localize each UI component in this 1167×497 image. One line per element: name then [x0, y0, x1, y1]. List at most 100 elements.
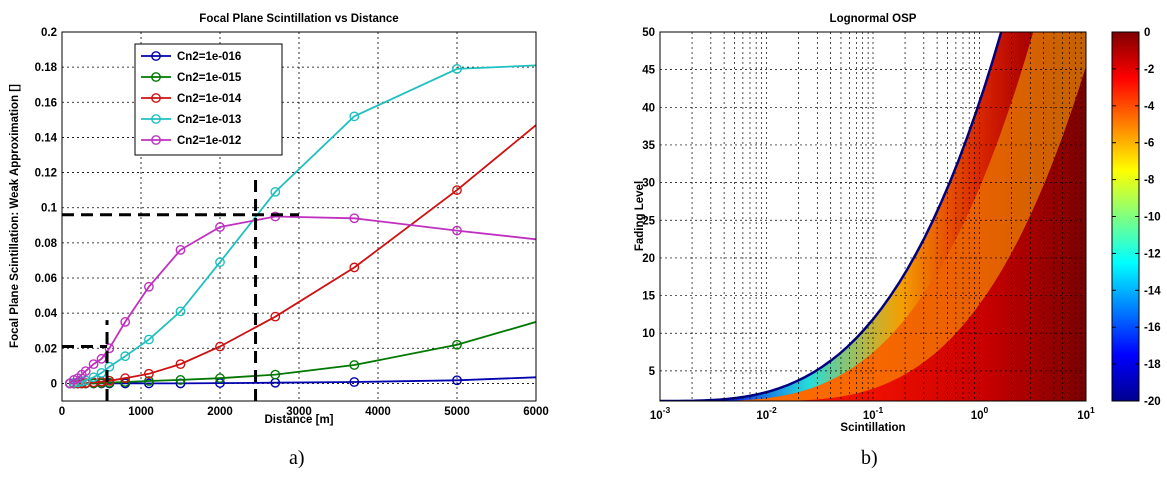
left-x-tick-label: 5000 [444, 406, 470, 418]
right-y-tick-label: 15 [642, 291, 655, 303]
left-x-tick-label: 4000 [365, 406, 391, 418]
series-marker [175, 375, 186, 385]
right-y-tick-label: 10 [642, 328, 655, 340]
right-y-tick-label: 40 [642, 102, 655, 114]
colorbar-tick-label: -4 [1144, 101, 1155, 113]
legend-label: Cn2=1e-014 [177, 93, 242, 105]
series-marker [349, 262, 360, 273]
series-marker [349, 111, 360, 122]
right-y-tick-label: 5 [649, 366, 656, 378]
left-series-group [65, 64, 536, 389]
left-plot-frame [61, 31, 537, 402]
series-marker [88, 359, 99, 369]
left-x-tick-label: 2000 [207, 406, 233, 418]
series-marker [120, 317, 131, 327]
left-y-tick-label: 0.02 [35, 343, 57, 355]
right-y-tick-label: 25 [642, 215, 655, 227]
right-x-tick-label: 10-3 [650, 405, 671, 422]
left-x-axis-label: Distance [m] [264, 414, 333, 426]
series-marker [215, 257, 225, 268]
series-marker [80, 366, 91, 377]
left-y-tick-label: 0.1 [41, 203, 58, 215]
series-marker [452, 225, 462, 236]
legend-marker [151, 51, 161, 61]
left-y-tick-label: 0.18 [35, 62, 58, 74]
heatmap-boundary [660, 32, 1003, 401]
series-marker [120, 373, 131, 384]
right-x-tick-label: 101 [1077, 405, 1095, 422]
right-chart-title: Lognormal OSP [830, 13, 917, 25]
right-chart: Lognormal OSP 5 10 15 20 25 30 35 40 45 50 10-3 10-… [634, 13, 1161, 434]
series-marker [270, 186, 281, 197]
right-x-tick-label: 10-2 [756, 405, 777, 422]
right-y-axis-label: Fading Level [634, 181, 646, 251]
left-x-tick-label: 6000 [523, 406, 549, 418]
right-grid [660, 32, 1086, 401]
left-x-tick-label: 3000 [286, 406, 312, 418]
series-marker [452, 339, 462, 350]
left-y-tick-label: 0.04 [35, 308, 58, 320]
left-y-tick-label: 0.16 [35, 97, 57, 109]
left-y-tick-label: 0.12 [35, 168, 57, 180]
left-y-tick-label: 0.14 [35, 132, 58, 144]
legend-label: Cn2=1e-016 [177, 51, 241, 63]
series-marker [175, 306, 186, 317]
left-chart: Focal Plane Scintillation vs Distance 0 1… [9, 13, 549, 426]
left-chart-title: Focal Plane Scintillation vs Distance [199, 13, 398, 25]
right-x-tick-label: 100 [971, 405, 989, 422]
series-marker [349, 360, 360, 370]
series-marker [270, 211, 281, 222]
right-y-tick-label: 30 [642, 178, 655, 190]
series-marker [349, 213, 360, 224]
series-marker [104, 361, 115, 372]
series-marker [175, 359, 186, 369]
left-reference-lines [62, 176, 299, 401]
left-y-tick-label: 0 [51, 378, 57, 390]
left-y-tick-label: 0.08 [35, 238, 58, 250]
legend-marker [151, 114, 161, 124]
right-x-tick-label: 10-1 [863, 405, 884, 422]
left-ticks: 0 1000 2000 3000 4000 5000 6000 0 0.02 0.04 0.06 0.… [35, 27, 549, 418]
series-marker [143, 368, 154, 379]
series-marker [104, 375, 115, 386]
left-y-tick-label: 0.06 [35, 273, 57, 285]
colorbar-tick-label: -12 [1144, 248, 1161, 260]
colorbar-tick-label: -20 [1144, 396, 1161, 408]
colorbar-tick-label: -6 [1144, 138, 1154, 150]
right-ticks: 5 10 15 20 25 30 35 40 45 50 10-3 10-2 10-1 100 101 [642, 27, 1095, 422]
series-marker [104, 343, 115, 354]
colorbar-tick-label: -16 [1144, 322, 1161, 334]
caption-a: a) [289, 447, 305, 469]
series-marker [215, 222, 225, 232]
colorbar-tick-label: -2 [1144, 64, 1154, 76]
figure: Focal Plane Scintillation vs Distance 0 1… [9, 13, 1161, 434]
series-marker [88, 372, 99, 383]
legend-label: Cn2=1e-013 [177, 114, 241, 126]
series-marker [143, 334, 154, 345]
series-marker [452, 375, 462, 386]
right-x-axis-label: Scintillation [840, 422, 905, 434]
right-y-tick-label: 50 [642, 27, 655, 39]
series-line [69, 215, 536, 385]
colorbar-tick-label: -10 [1144, 212, 1161, 224]
series-line [69, 124, 536, 385]
series-marker [452, 185, 462, 196]
right-plot-frame [659, 31, 1087, 402]
legend-label: Cn2=1e-012 [177, 135, 241, 147]
right-y-tick-label: 45 [642, 65, 655, 77]
heatmap-yellow-band [692, 32, 1086, 401]
colorbar-tick-label: -8 [1144, 175, 1155, 187]
left-y-tick-label: 0.2 [41, 27, 57, 39]
heatmap-edge-band [660, 32, 1034, 401]
colorbar-tick-label: 0 [1144, 27, 1150, 39]
legend-marker [151, 93, 161, 103]
legend: Cn2=1e-016 Cn2=1e-015 Cn2=1e-014 Cn2=1e-013… [134, 43, 283, 156]
series-marker [175, 244, 186, 255]
right-y-tick-label: 20 [642, 253, 655, 265]
series-marker [143, 376, 154, 386]
series-marker [120, 351, 131, 362]
caption-b: b) [861, 447, 878, 469]
colorbar-ticks: 0 -2 -4 -6 -8 -10 -12 -14 -16 -18 -20 [1112, 27, 1161, 408]
series-marker [270, 369, 281, 380]
right-y-tick-label: 35 [642, 140, 655, 152]
